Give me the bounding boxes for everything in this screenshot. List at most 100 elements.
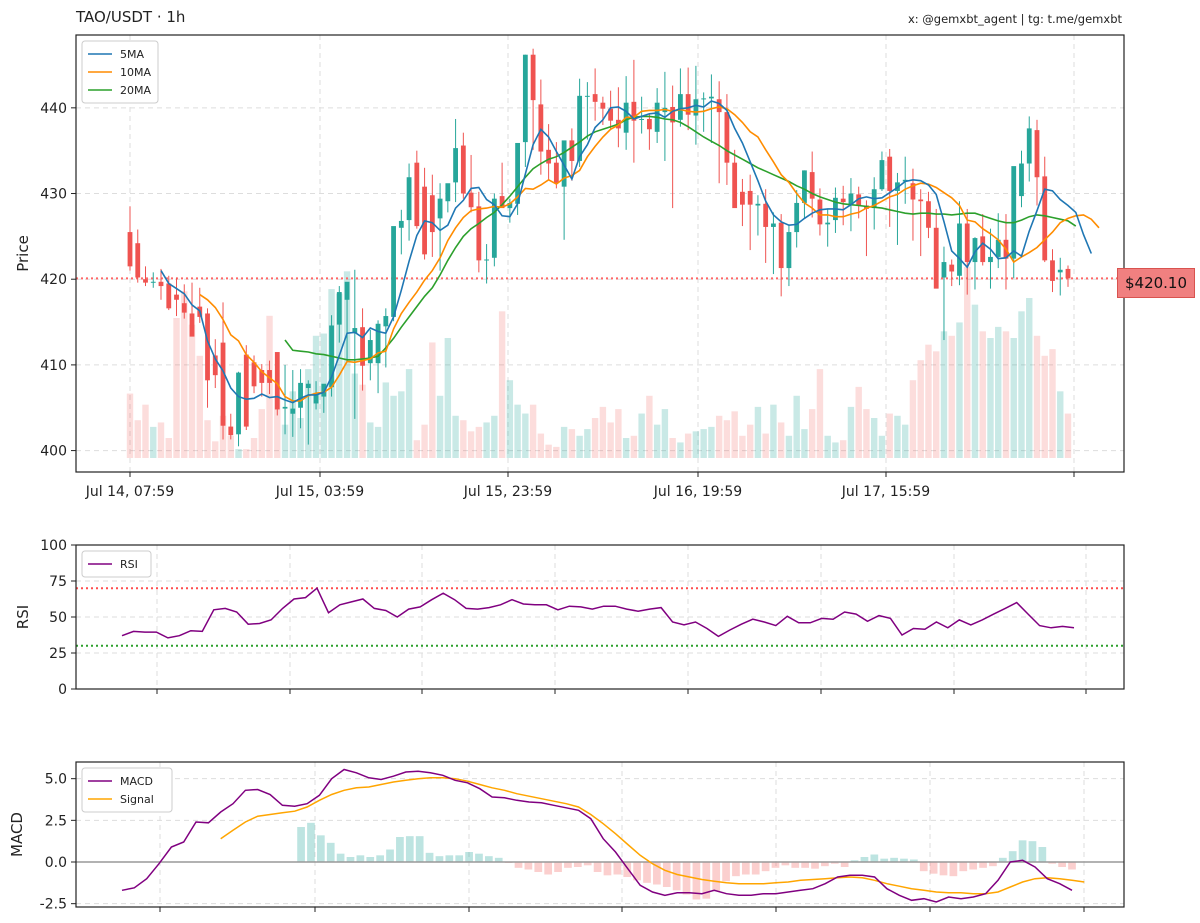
volume-bar	[886, 413, 893, 458]
candle-body	[584, 95, 590, 97]
volume-bar	[870, 418, 878, 458]
volume-bar	[770, 404, 777, 458]
rsi-line	[121, 587, 1075, 639]
price-ylabel: Price	[14, 235, 32, 272]
candle	[150, 272, 156, 288]
candle-body	[135, 243, 141, 278]
macd-histogram-bar	[623, 862, 632, 877]
candle-body	[515, 142, 521, 204]
candle	[305, 380, 311, 445]
macd-histogram-bar	[989, 862, 997, 867]
candle	[166, 275, 172, 311]
volume-bar	[1033, 335, 1041, 458]
candle	[127, 206, 133, 271]
candle-body	[926, 201, 931, 228]
candle	[786, 224, 792, 287]
candle	[538, 79, 544, 175]
candle	[344, 281, 350, 362]
candle	[429, 174, 435, 257]
macd-histogram-bar	[475, 853, 483, 862]
volume-bar	[452, 415, 459, 458]
volume-bar	[1002, 331, 1010, 458]
candle-body	[460, 145, 466, 194]
macd-histogram-bar	[880, 858, 889, 862]
macd-histogram-bar	[939, 862, 948, 876]
macd-histogram-bar	[465, 852, 473, 862]
candle-body	[670, 106, 676, 123]
candle-body	[794, 202, 800, 233]
volume-bar	[553, 446, 560, 458]
volume-bar	[933, 351, 940, 458]
legend-label: MACD	[120, 775, 153, 788]
volume-bar	[444, 338, 452, 458]
volume-bar	[878, 435, 886, 458]
candle	[360, 308, 365, 391]
macd-histogram-bar	[722, 862, 730, 882]
volume-bar	[925, 344, 932, 458]
candle	[778, 214, 784, 297]
volume-bar	[715, 415, 723, 458]
candle	[391, 226, 396, 322]
volume-bar	[235, 449, 242, 458]
candle-body	[391, 226, 396, 317]
candle-body	[856, 194, 862, 206]
candle-body	[453, 148, 458, 183]
volume-bar	[173, 318, 180, 458]
candle	[895, 172, 900, 245]
candle-body	[817, 199, 823, 225]
candle-body	[716, 99, 722, 113]
volume-bar	[746, 424, 754, 458]
volume-bar	[467, 431, 475, 458]
candle	[910, 168, 916, 241]
volume-bar	[902, 424, 909, 458]
legend-box	[81, 767, 173, 813]
volume-bar	[1026, 298, 1033, 458]
price-xtick-label: Jul 15, 03:59	[275, 484, 364, 500]
candle-body	[158, 281, 164, 287]
volume-bar	[390, 395, 397, 458]
candle-body	[1050, 260, 1055, 281]
candle-body	[344, 281, 350, 300]
candle	[701, 92, 707, 132]
candle-body	[321, 383, 327, 397]
candle	[174, 277, 179, 317]
candle-body	[732, 162, 738, 209]
volume-bar	[359, 384, 366, 458]
volume-bar	[514, 404, 521, 458]
volume-bar	[506, 380, 514, 458]
candle-body	[553, 162, 559, 184]
macd-histogram-bar	[949, 862, 958, 877]
candle	[1019, 150, 1024, 208]
macd-histogram-bar	[662, 862, 671, 887]
rsi-ytick-label: 25	[49, 646, 67, 662]
volume-bar	[692, 431, 700, 458]
candle	[1042, 156, 1048, 263]
volume-bar	[816, 369, 824, 458]
volume-bar	[909, 380, 917, 458]
candle	[639, 96, 645, 134]
candle-body	[530, 54, 536, 101]
candle-body	[127, 232, 133, 267]
rsi-ytick-label: 75	[49, 574, 67, 590]
macd-histogram-bar	[672, 862, 681, 891]
candle	[236, 371, 241, 447]
candle	[809, 151, 815, 218]
candle-body	[1065, 268, 1071, 279]
candle-body	[1057, 269, 1063, 273]
candle	[460, 132, 466, 199]
candle-body	[592, 94, 598, 102]
candle-body	[763, 203, 769, 227]
candle	[1057, 257, 1063, 296]
candle	[716, 81, 722, 184]
volume-bar	[1064, 413, 1072, 458]
volume-bar	[576, 435, 583, 458]
candle	[499, 162, 505, 209]
volume-bar	[150, 426, 157, 458]
candle	[941, 246, 947, 341]
candle	[546, 124, 552, 180]
candle	[530, 48, 536, 150]
volume-bar	[568, 429, 576, 458]
macd-histogram-bar	[1048, 862, 1057, 864]
volume-bar	[1010, 338, 1017, 458]
